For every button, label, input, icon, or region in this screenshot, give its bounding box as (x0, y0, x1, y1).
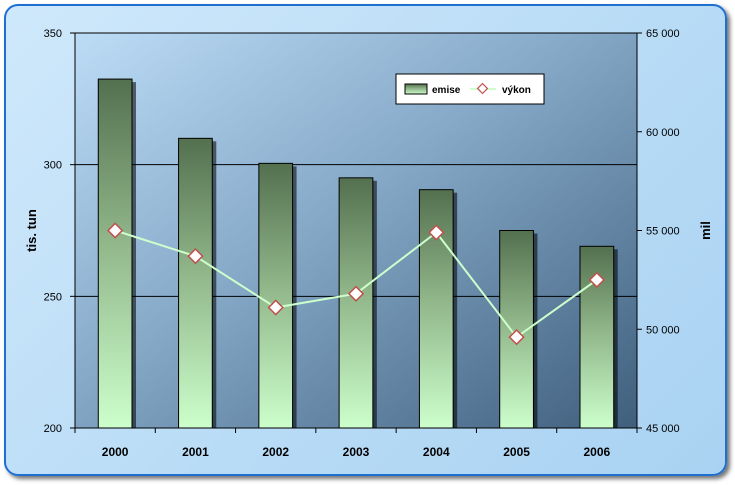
x-tick-label: 2002 (262, 445, 289, 459)
legend-label-vykon: výkon (502, 85, 531, 96)
y-right-tick-label: 65 000 (646, 28, 680, 40)
y-right-tick-label: 50 000 (646, 324, 680, 336)
bar-emise (338, 177, 374, 429)
x-tick-label: 2005 (503, 445, 530, 459)
point-vykon (508, 329, 525, 346)
y-left-axis-title: tis. tun (24, 209, 39, 252)
axis-layer: 200 250 300 350 45 000 50 000 55 000 60 000 65 0… (24, 28, 713, 459)
x-tick-label: 2000 (102, 445, 129, 459)
legend-marker-vykon (476, 82, 489, 95)
point-vykon (588, 271, 605, 289)
y-left-tick-label: 350 (44, 28, 62, 40)
x-tick-label: 2004 (423, 445, 450, 459)
y-left-tick-label: 250 (44, 291, 62, 303)
line-layer (107, 222, 605, 346)
bar-layer (97, 78, 618, 429)
bar-emise (258, 162, 294, 429)
legend-swatch-emise (404, 83, 428, 95)
y-right-tick-label: 55 000 (646, 226, 680, 238)
y-right-tick-label: 60 000 (646, 127, 680, 139)
bar-emise (97, 78, 133, 429)
point-vykon (428, 224, 445, 241)
y-left-tick-label: 200 (44, 423, 62, 435)
point-vykon (347, 285, 365, 302)
legend-label-emise: emise (432, 85, 461, 96)
x-tick-label: 2001 (182, 445, 209, 459)
bar-emise (178, 137, 213, 429)
point-vykon (267, 299, 284, 316)
point-vykon (107, 222, 124, 239)
y-right-tick-label: 45 000 (646, 423, 680, 435)
x-tick-label: 2003 (343, 445, 370, 459)
y-right-axis-title: mil (698, 221, 713, 240)
point-vykon (187, 248, 204, 265)
x-tick-label: 2006 (584, 445, 611, 459)
y-left-tick-label: 300 (44, 160, 62, 172)
legend: emise výkon (395, 73, 545, 105)
